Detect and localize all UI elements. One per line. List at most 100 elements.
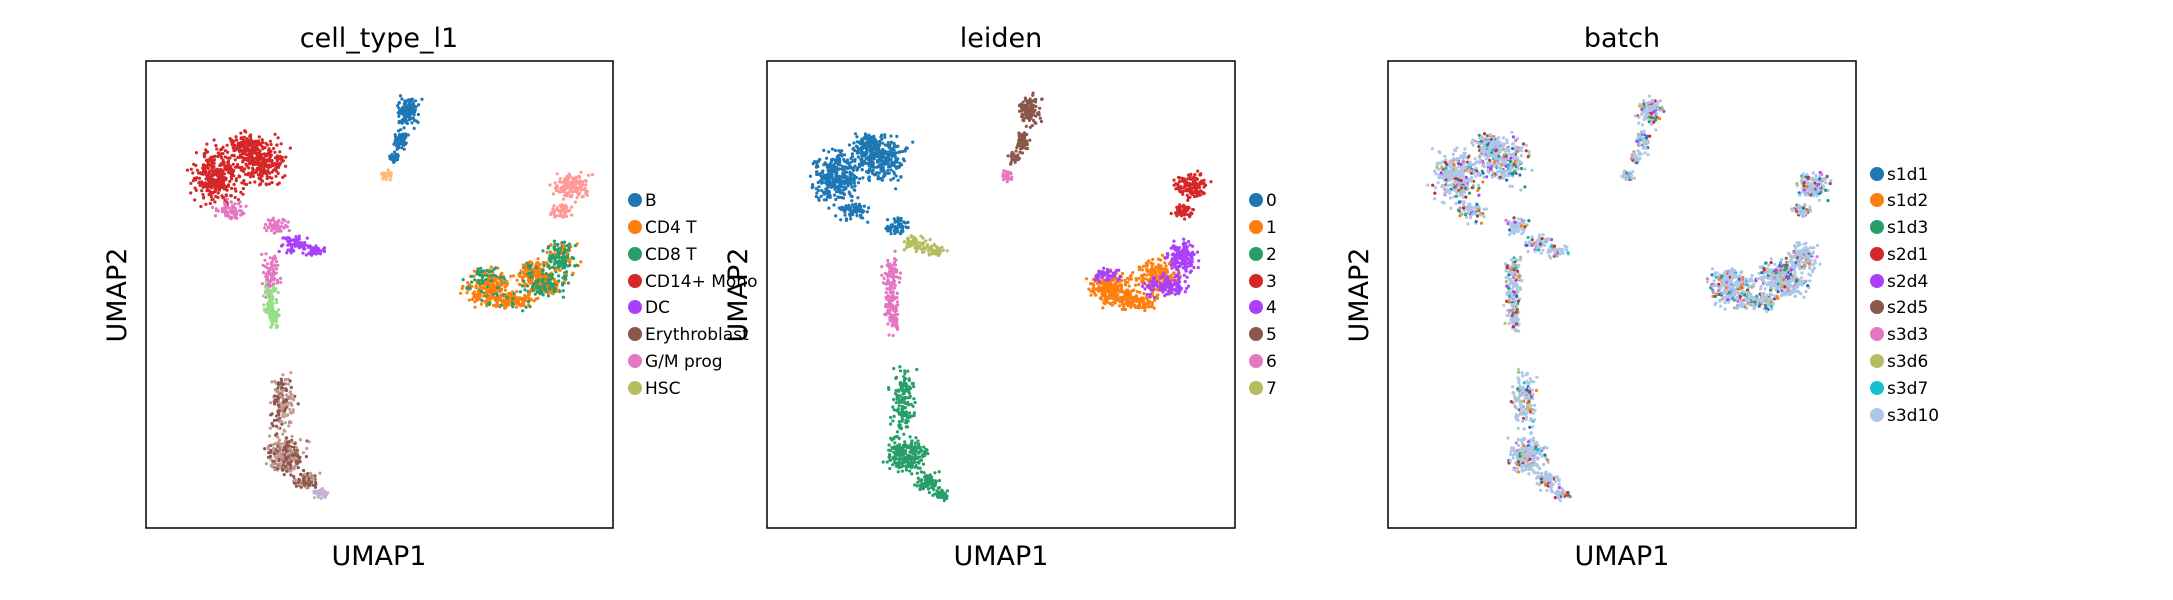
scatter-point <box>897 165 901 169</box>
scatter-point <box>259 182 263 186</box>
scatter-point <box>273 132 277 136</box>
scatter-point <box>825 195 830 199</box>
scatter-point <box>271 256 275 260</box>
scatter-point <box>847 143 852 147</box>
scatter-point <box>561 276 565 280</box>
scatter-point <box>267 226 271 230</box>
scatter-point <box>895 134 899 138</box>
scatter-point <box>305 236 309 240</box>
scatter-point <box>200 180 204 184</box>
scatter-point <box>1018 150 1022 154</box>
scatter-point <box>541 293 545 297</box>
scatter-point <box>383 174 387 178</box>
scatter-point <box>212 138 216 142</box>
scatter-point <box>878 164 882 168</box>
scatter-point <box>907 378 911 383</box>
scatter-point <box>244 157 248 161</box>
scatter-point <box>294 445 298 450</box>
scatter-point <box>1181 189 1185 193</box>
scatter-point <box>900 396 905 400</box>
scatter-point <box>270 273 274 277</box>
legend-item: HSC <box>628 379 680 399</box>
scatter-point <box>822 198 826 202</box>
scatter-point <box>281 175 285 179</box>
scatter-point <box>211 158 215 162</box>
scatter-point <box>230 186 234 190</box>
scatter-point <box>880 265 884 269</box>
scatter-point <box>212 165 216 169</box>
scatter-point <box>915 247 919 251</box>
scatter-point <box>822 148 826 152</box>
scatter-point <box>1038 116 1042 120</box>
scatter-point <box>892 437 896 441</box>
scatter-point <box>825 178 830 182</box>
scatter-point <box>887 171 891 175</box>
legend-item: CD8 T <box>628 245 697 265</box>
scatter-point <box>474 293 478 297</box>
scatter-point <box>558 268 562 272</box>
scatter-point <box>900 464 905 468</box>
scatter-point <box>273 161 277 165</box>
scatter-point <box>856 166 860 170</box>
scatter-point <box>555 288 560 293</box>
scatter-point <box>876 160 880 164</box>
scatter-point <box>872 145 876 149</box>
scatter-point <box>892 141 896 146</box>
scatter-point <box>887 387 891 391</box>
scatter-point <box>899 426 904 431</box>
scatter-point <box>318 488 322 493</box>
scatter-point <box>523 288 527 292</box>
scatter-point <box>411 106 415 110</box>
scatter-point <box>892 397 896 402</box>
scatter-point <box>887 144 891 149</box>
scatter-point <box>269 457 273 462</box>
scatter-point <box>263 159 267 163</box>
scatter-point <box>894 166 899 170</box>
scatter-point <box>473 278 477 282</box>
scatter-point <box>888 152 892 156</box>
scatter-point <box>923 485 927 489</box>
scatter-point <box>306 245 311 249</box>
scatter-point <box>1183 180 1187 184</box>
legend-marker <box>628 247 642 261</box>
scatter-point <box>1034 97 1038 101</box>
scatter-point <box>846 178 851 182</box>
scatter-point <box>847 166 851 170</box>
scatter-point <box>892 308 896 312</box>
scatter-point <box>274 311 278 315</box>
scatter-point <box>501 282 505 286</box>
scatter-point <box>910 472 914 476</box>
scatter-point <box>914 237 918 241</box>
scatter-point <box>852 181 856 185</box>
scatter-point <box>903 401 907 405</box>
scatter-point <box>284 164 288 168</box>
scatter-point <box>286 440 290 444</box>
scatter-point <box>268 434 272 438</box>
scatter-point <box>568 194 572 198</box>
scatter-point <box>550 255 554 259</box>
scatter-point <box>275 154 279 158</box>
scatter-point <box>898 365 902 369</box>
scatter-point <box>405 109 409 113</box>
scatter-point <box>292 445 296 449</box>
scatter-point <box>477 281 481 285</box>
scatter-point <box>874 172 878 176</box>
scatter-point <box>904 147 908 151</box>
scatter-point <box>240 165 244 169</box>
scatter-point <box>318 252 323 256</box>
scatter-point <box>557 259 561 263</box>
scatter-point <box>267 182 272 186</box>
scatter-point <box>277 308 281 312</box>
scatter-point <box>919 470 923 474</box>
scatter-point <box>215 173 219 178</box>
scatter-point <box>842 170 846 174</box>
scatter-point <box>880 151 884 155</box>
scatter-point <box>900 389 905 393</box>
scatter-point <box>838 159 842 164</box>
scatter-point <box>548 287 552 291</box>
scatter-point <box>189 191 193 195</box>
scatter-point <box>303 472 307 476</box>
scatter-point <box>276 394 280 399</box>
scatter-point <box>270 264 274 269</box>
scatter-point <box>397 119 401 124</box>
